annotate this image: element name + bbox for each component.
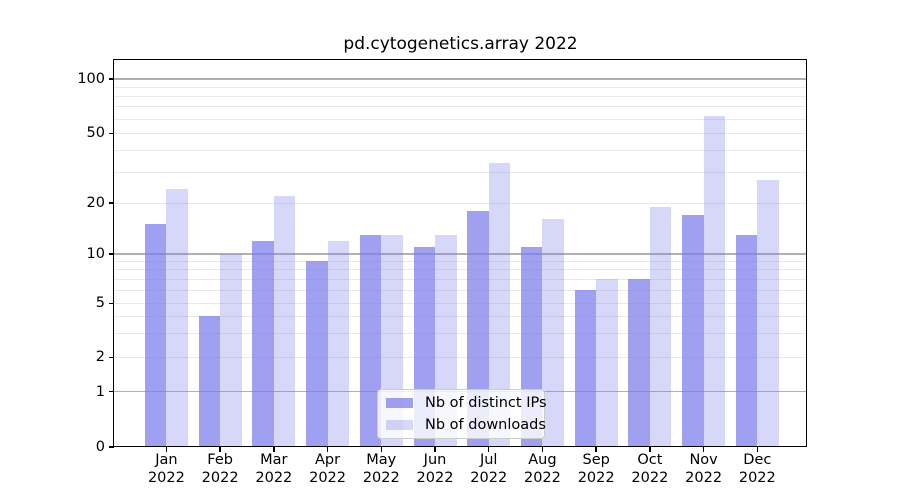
x-tick-label-may: May 2022 [362, 452, 400, 486]
x-tick-label-jan: Jan 2022 [147, 452, 185, 486]
y-tick-label-2: 2 [95, 349, 105, 366]
x-tick-jan [165, 447, 168, 452]
y-tick-0 [108, 446, 114, 448]
x-tick-feb [219, 447, 221, 452]
minor-gridline-50 [114, 132, 807, 134]
minor-gridline-7 [114, 278, 807, 280]
x-tick-sep [595, 447, 597, 452]
x-tick-label-feb: Feb 2022 [201, 452, 239, 486]
minor-gridline-80 [114, 95, 807, 97]
bar-feb-downloads [220, 254, 242, 447]
bar-may-distinct-ips [359, 234, 382, 447]
x-tick-oct [649, 447, 651, 452]
y-tick-label-100: 100 [77, 71, 105, 87]
minor-gridline-60 [114, 118, 807, 120]
y-tick-label-10: 10 [86, 246, 105, 262]
bar-mar-downloads [273, 195, 296, 447]
minor-gridline-90 [114, 86, 807, 88]
x-tick-may [380, 447, 382, 452]
x-tick-mar [273, 447, 275, 452]
bar-jan-downloads [166, 189, 188, 447]
y-tick-50 [108, 132, 114, 134]
y-tick-10 [108, 253, 114, 255]
y-tick-label-20: 20 [86, 195, 105, 211]
x-tick-label-apr: Apr 2022 [309, 452, 346, 486]
minor-gridline-8 [114, 269, 807, 271]
bar-oct-distinct-ips [628, 279, 650, 447]
x-tick-label-dec: Dec 2022 [738, 452, 776, 486]
x-tick-aug [541, 447, 544, 452]
minor-gridline-4 [114, 315, 807, 317]
bar-jul-downloads [488, 162, 511, 447]
x-tick-apr [326, 447, 329, 452]
minor-gridline-3 [114, 332, 807, 334]
x-tick-label-oct: Oct 2022 [631, 452, 669, 486]
x-tick-nov [702, 447, 705, 452]
bar-jul-distinct-ips [467, 210, 489, 447]
y-tick-label-5: 5 [95, 295, 105, 312]
bar-jan-distinct-ips [144, 224, 167, 447]
y-tick-label-0: 0 [95, 439, 105, 455]
bar-dec-downloads [757, 180, 779, 447]
minor-gridline-30 [114, 171, 807, 173]
legend: Nb of distinct IPs Nb of downloads [377, 389, 547, 439]
y-tick-1 [108, 390, 114, 393]
legend-swatch-distinct-ips [386, 398, 413, 408]
bar-feb-distinct-ips [198, 316, 221, 447]
legend-item-downloads: Nb of downloads [386, 417, 546, 434]
x-tick-label-sep: Sep 2022 [577, 452, 615, 486]
bar-dec-distinct-ips [735, 234, 758, 447]
bar-mar-distinct-ips [252, 240, 274, 447]
x-tick-label-aug: Aug 2022 [523, 452, 561, 486]
x-tick-dec [756, 447, 758, 452]
minor-gridline-40 [114, 149, 807, 151]
y-tick-label-50: 50 [86, 125, 105, 142]
y-tick-2 [108, 356, 114, 358]
legend-swatch-downloads [386, 420, 413, 430]
minor-gridline-6 [114, 289, 807, 291]
bar-apr-downloads [327, 240, 350, 447]
legend-label-distinct-ips: Nb of distinct IPs [425, 394, 547, 411]
minor-gridline-5 [114, 302, 807, 304]
y-tick-20 [108, 202, 114, 204]
x-tick-label-nov: Nov 2022 [685, 452, 723, 486]
x-tick-label-jun: Jun 2022 [416, 452, 454, 486]
major-gridline-10 [114, 253, 807, 255]
bar-nov-downloads [703, 116, 726, 447]
minor-gridline-9 [114, 260, 807, 262]
chart-title: pd.cytogenetics.array 2022 [343, 34, 578, 54]
x-tick-jun [434, 447, 436, 452]
bar-aug-downloads [542, 219, 564, 447]
x-tick-label-jul: Jul 2022 [470, 452, 508, 486]
bar-oct-downloads [649, 206, 672, 447]
x-tick-jul [488, 447, 490, 452]
y-tick-100 [108, 78, 114, 80]
x-tick-label-mar: Mar 2022 [255, 452, 293, 486]
legend-label-downloads: Nb of downloads [425, 416, 546, 433]
bar-sep-distinct-ips [574, 290, 597, 447]
legend-item-distinct-ips: Nb of distinct IPs [386, 395, 547, 412]
major-gridline-100 [114, 78, 807, 80]
bar-nov-distinct-ips [682, 214, 704, 447]
minor-gridline-70 [114, 106, 807, 108]
y-tick-label-1: 1 [95, 383, 105, 400]
minor-gridline-2 [114, 356, 807, 358]
minor-gridline-20 [114, 202, 807, 204]
y-tick-5 [108, 302, 114, 304]
bar-sep-downloads [596, 279, 618, 447]
bar-apr-distinct-ips [306, 261, 328, 447]
